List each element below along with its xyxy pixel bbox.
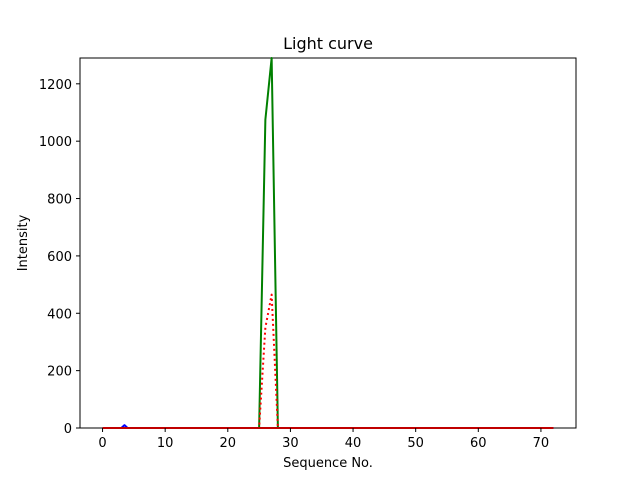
y-tick-label: 800: [47, 193, 72, 208]
chart-title: Light curve: [283, 34, 373, 53]
x-tick-label: 50: [407, 436, 424, 451]
x-tick-label: 10: [157, 436, 174, 451]
series-line-1: [102, 57, 554, 429]
x-tick-label: 20: [220, 436, 237, 451]
y-tick-label: 1000: [39, 135, 72, 150]
tick-layer: 0 10 20 30 40 50 60 70 0 200 400 600 800 1000 1200: [39, 78, 549, 451]
series-layer: [102, 57, 554, 429]
plot-area: [79, 57, 577, 429]
y-tick-label: 400: [47, 307, 72, 322]
x-tick-label: 60: [470, 436, 487, 451]
y-tick-label: 0: [64, 422, 72, 437]
x-tick-label: 70: [533, 436, 550, 451]
y-axis-label: Intensity: [16, 214, 31, 271]
y-tick-label: 200: [47, 365, 72, 380]
x-tick-label: 40: [345, 436, 362, 451]
x-tick-label: 30: [282, 436, 299, 451]
series-line-2: [102, 293, 554, 429]
x-axis-label: Sequence No.: [283, 456, 373, 471]
y-tick-label: 1200: [39, 78, 72, 93]
x-tick-label: 0: [98, 436, 106, 451]
y-tick-label: 600: [47, 250, 72, 265]
